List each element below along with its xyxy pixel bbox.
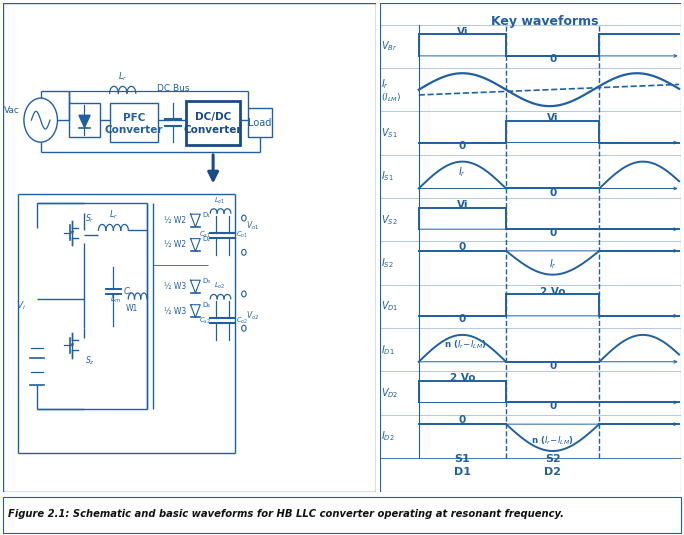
Text: Vi: Vi bbox=[457, 27, 468, 36]
Text: $(I_{LM})$: $(I_{LM})$ bbox=[381, 91, 402, 104]
Text: $L_{o2}$: $L_{o2}$ bbox=[214, 281, 226, 292]
Text: D₄: D₄ bbox=[203, 302, 211, 308]
Text: Figure 2.1: Schematic and basic waveforms for HB LLC converter operating at reso: Figure 2.1: Schematic and basic waveform… bbox=[8, 509, 564, 519]
Text: D1: D1 bbox=[454, 468, 471, 477]
Text: 2 Vo: 2 Vo bbox=[449, 373, 475, 383]
Text: Vi: Vi bbox=[457, 200, 468, 210]
Text: $V_{o1}$: $V_{o1}$ bbox=[246, 219, 259, 232]
Text: $V_{Br}$: $V_{Br}$ bbox=[381, 40, 397, 54]
Text: $L_r$: $L_r$ bbox=[109, 208, 118, 220]
Text: $S_z$: $S_z$ bbox=[86, 355, 95, 367]
Text: S1: S1 bbox=[454, 454, 471, 464]
Text: $C_{s1}$: $C_{s1}$ bbox=[199, 230, 210, 240]
Text: 0: 0 bbox=[549, 361, 556, 371]
Text: 0: 0 bbox=[459, 241, 466, 251]
Text: $V_{D1}$: $V_{D1}$ bbox=[381, 300, 399, 313]
Text: 0: 0 bbox=[459, 314, 466, 324]
Text: $L_m$: $L_m$ bbox=[109, 293, 121, 305]
Text: D₃: D₃ bbox=[203, 278, 211, 284]
Text: 0: 0 bbox=[549, 188, 556, 198]
Bar bbox=[109, 103, 158, 142]
Text: $C_{o2}$: $C_{o2}$ bbox=[237, 316, 248, 326]
Text: $L_r$: $L_r$ bbox=[118, 71, 127, 83]
Text: Vac: Vac bbox=[4, 106, 21, 115]
Text: 2 Vo: 2 Vo bbox=[540, 287, 566, 296]
Text: S2: S2 bbox=[544, 454, 561, 464]
Text: ½ W3: ½ W3 bbox=[163, 282, 186, 291]
Text: $I_{D2}$: $I_{D2}$ bbox=[381, 430, 395, 443]
Text: n ($I_r\!-\!I_{LM}$): n ($I_r\!-\!I_{LM}$) bbox=[444, 339, 487, 351]
Bar bbox=[186, 101, 240, 144]
Text: $V_i$: $V_i$ bbox=[16, 300, 26, 312]
Text: 0: 0 bbox=[459, 141, 466, 151]
Text: DC Bus: DC Bus bbox=[157, 84, 189, 93]
Text: $V_{S2}$: $V_{S2}$ bbox=[381, 213, 397, 226]
Text: ½ W2: ½ W2 bbox=[163, 216, 186, 225]
Text: $I_{D1}$: $I_{D1}$ bbox=[381, 343, 395, 356]
Text: $I_r$: $I_r$ bbox=[549, 257, 557, 271]
Text: D2: D2 bbox=[544, 468, 561, 477]
Text: $I_{S1}$: $I_{S1}$ bbox=[381, 170, 394, 183]
Text: 0: 0 bbox=[549, 401, 556, 411]
Text: $L_{o1}$: $L_{o1}$ bbox=[214, 196, 226, 206]
Text: 0: 0 bbox=[549, 55, 556, 64]
Text: Converter: Converter bbox=[105, 125, 163, 135]
Text: $I_{S2}$: $I_{S2}$ bbox=[381, 256, 394, 270]
Text: $C_r$: $C_r$ bbox=[122, 285, 133, 298]
Text: n ($I_r\!-\!I_{LM}$): n ($I_r\!-\!I_{LM}$) bbox=[531, 434, 574, 447]
Text: Converter: Converter bbox=[184, 125, 242, 135]
Text: DC/DC: DC/DC bbox=[195, 112, 231, 122]
Text: D₁: D₁ bbox=[203, 212, 211, 218]
Text: $C_{s2}$: $C_{s2}$ bbox=[199, 316, 210, 326]
Bar bbox=[248, 108, 272, 137]
Text: Load: Load bbox=[248, 118, 272, 128]
Text: W1: W1 bbox=[126, 304, 138, 313]
Text: D₂: D₂ bbox=[203, 236, 211, 242]
Text: $I_r$: $I_r$ bbox=[458, 165, 466, 179]
Text: $V_{o2}$: $V_{o2}$ bbox=[246, 310, 259, 322]
Text: $C_{o1}$: $C_{o1}$ bbox=[237, 230, 248, 240]
Text: 0: 0 bbox=[459, 415, 466, 425]
Text: $I_r$: $I_r$ bbox=[381, 78, 389, 91]
Text: PFC: PFC bbox=[122, 113, 145, 123]
Text: $V_{D2}$: $V_{D2}$ bbox=[381, 386, 399, 400]
Text: Key waveforms: Key waveforms bbox=[491, 15, 599, 28]
Text: ½ W3: ½ W3 bbox=[163, 307, 186, 316]
Bar bbox=[68, 103, 101, 137]
Text: $V_{S1}$: $V_{S1}$ bbox=[381, 126, 397, 140]
Text: ½ W2: ½ W2 bbox=[163, 241, 186, 249]
Text: 0: 0 bbox=[549, 228, 556, 238]
Text: $S_r$: $S_r$ bbox=[86, 213, 95, 225]
Text: Vi: Vi bbox=[547, 113, 558, 123]
Polygon shape bbox=[79, 115, 90, 127]
